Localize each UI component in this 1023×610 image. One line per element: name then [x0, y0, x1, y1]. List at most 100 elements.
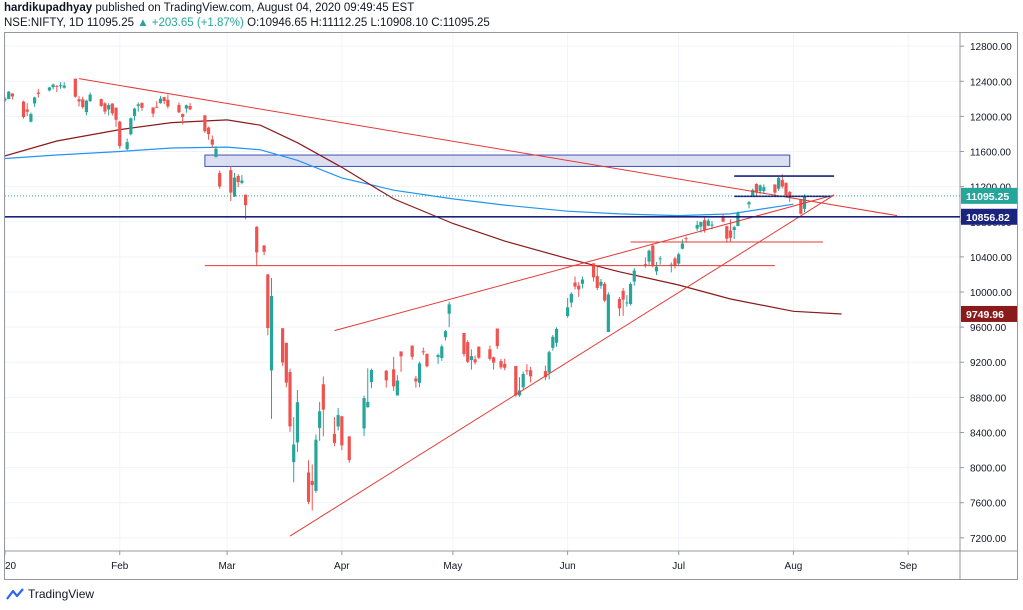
candle [517, 377, 522, 397]
chart-background [5, 33, 1017, 579]
candle-body [362, 398, 366, 429]
candle [188, 103, 192, 111]
candle-body [58, 85, 63, 87]
candle [36, 89, 40, 98]
candle-body [473, 359, 477, 363]
candle-body [99, 99, 103, 106]
candle [5, 96, 7, 102]
candle [107, 103, 111, 116]
candle [529, 366, 533, 383]
candle-body [702, 220, 707, 231]
candle-body [203, 115, 207, 132]
candle-body [5, 98, 7, 101]
price-label-text: 11095.25 [966, 191, 1009, 203]
candle-body [517, 390, 522, 396]
candle-body [758, 185, 762, 192]
candle [573, 276, 577, 290]
candle-body [654, 266, 659, 272]
candle-body [673, 258, 677, 266]
candle-body [140, 103, 144, 108]
footer: TradingView [6, 587, 94, 601]
candle [25, 103, 29, 116]
candle-body [773, 184, 777, 193]
candle [499, 358, 503, 370]
price-chart[interactable]: 12800.0012400.0012000.0011600.0011200.00… [5, 33, 1017, 579]
candle [747, 200, 751, 209]
candle-body [499, 361, 503, 368]
candle-body [736, 212, 740, 226]
candle [88, 92, 92, 102]
candle-body [218, 173, 222, 187]
candle-body [10, 93, 15, 97]
chart-frame[interactable]: 12800.0012400.0012000.0011600.0011200.00… [4, 32, 1018, 580]
candle-body [295, 402, 300, 443]
candle [125, 138, 129, 151]
candle [473, 355, 477, 365]
candle-body [606, 294, 610, 333]
candle-body [118, 121, 122, 147]
candle-body [566, 307, 570, 317]
candle [384, 369, 388, 388]
candle-body [462, 333, 466, 355]
candle [680, 239, 684, 250]
candle [129, 117, 133, 136]
candle-body [88, 94, 92, 102]
candle-body [643, 264, 647, 266]
candle-body [651, 245, 655, 266]
candle-body [521, 373, 525, 388]
candle [621, 287, 625, 316]
candle [673, 256, 677, 269]
candle [99, 98, 103, 107]
candle-body [269, 295, 274, 371]
candle [77, 96, 81, 107]
candle [799, 199, 803, 215]
candle-body [36, 92, 40, 94]
candle-body [580, 279, 585, 284]
price-tick-label: 12000.00 [970, 112, 1012, 123]
candle-body [699, 221, 703, 227]
candle-body [488, 349, 492, 359]
candle-body [569, 293, 573, 303]
candle [647, 249, 651, 266]
candle-body [369, 369, 374, 383]
candle-body [177, 104, 181, 113]
moving-average-200 [5, 119, 842, 315]
candle-body [229, 170, 233, 193]
candle [362, 395, 366, 436]
candle-body [292, 444, 296, 463]
candle [521, 371, 525, 390]
candle [306, 460, 311, 505]
price-label-last_price [961, 187, 1017, 204]
candle-body [706, 220, 710, 226]
candle-body [107, 105, 111, 110]
candle [340, 415, 344, 451]
candle-body [125, 142, 129, 150]
candle [677, 252, 681, 266]
candle [81, 96, 85, 109]
candle [29, 112, 33, 123]
candle-body [366, 401, 370, 408]
candle [606, 292, 610, 333]
candle-body [617, 299, 622, 309]
candle [395, 375, 399, 396]
candle [543, 365, 548, 381]
price-tick-label: 9600.00 [970, 323, 1007, 334]
candle [158, 96, 163, 104]
candle [347, 436, 351, 463]
candle [495, 328, 499, 349]
candle-body [762, 187, 766, 192]
time-tick-label: Jul [672, 561, 685, 572]
candle [425, 353, 429, 368]
candle [262, 245, 266, 256]
candle-body [802, 195, 807, 209]
candle-body [492, 357, 496, 363]
price-tick-label: 8800.00 [970, 393, 1007, 404]
candle [62, 82, 66, 89]
price-tick-label: 7600.00 [970, 499, 1007, 510]
candle [599, 279, 603, 289]
candle [784, 182, 788, 198]
candle [84, 99, 89, 116]
candle-body [340, 416, 344, 446]
candle [569, 292, 573, 308]
candle [7, 91, 11, 100]
